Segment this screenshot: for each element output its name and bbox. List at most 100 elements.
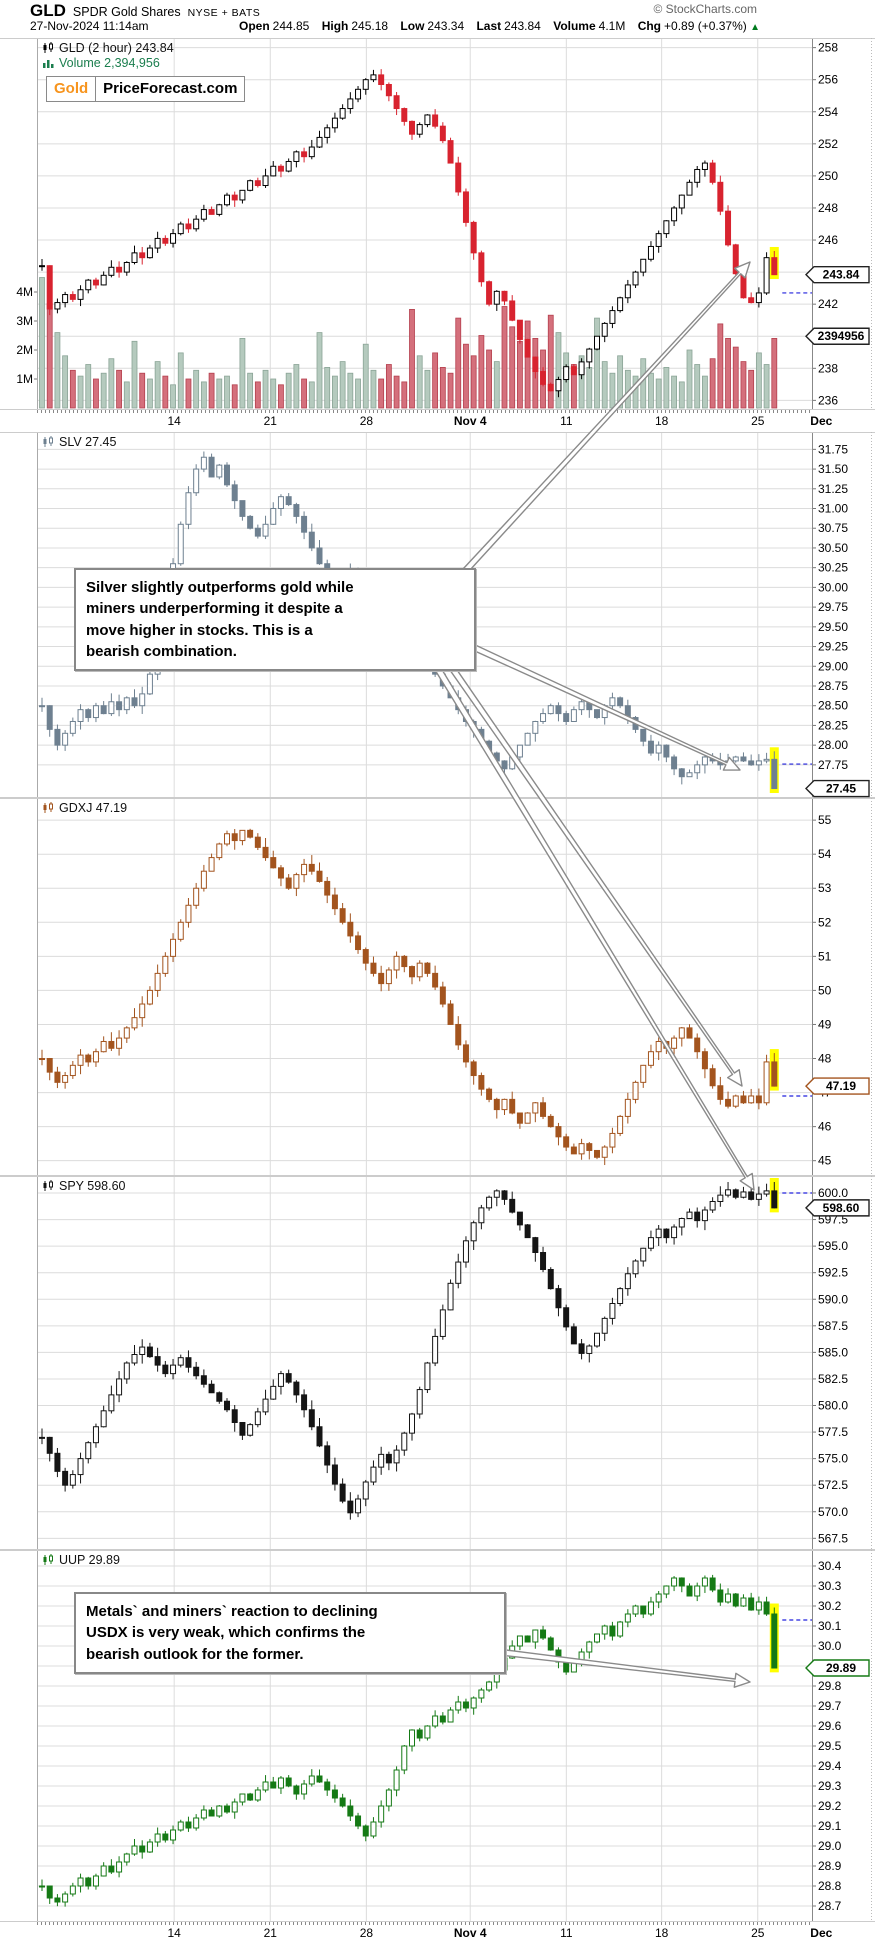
candlestick-chart-type-icon <box>43 1179 53 1191</box>
y-tick-label: 49 <box>818 1017 832 1031</box>
y-tick-label: 567.5 <box>818 1531 848 1545</box>
date-tick-label: 28 <box>359 414 374 428</box>
date-tick-label: 18 <box>654 1926 669 1940</box>
y-tick-label: 27.75 <box>818 758 848 772</box>
y-tick-label: 30.4 <box>818 1559 842 1573</box>
datetime: 27-Nov-2024 11:14am <box>30 19 149 33</box>
date-axis-top: 14 21 28 Nov 4 11 18 25 Dec <box>0 410 875 432</box>
gridlines <box>37 1176 812 1550</box>
y-tick-label: 29.4 <box>818 1759 842 1773</box>
y-tick-label: 258 <box>818 41 838 55</box>
y-tick-label: 30.25 <box>818 561 848 575</box>
high-label: High <box>321 19 349 33</box>
y-tick-label: 28.75 <box>818 679 848 693</box>
y-tick-label: 29.75 <box>818 600 848 614</box>
uup-legend-row: UUP 29.89 <box>42 1552 120 1567</box>
y-tick-label: 29.2 <box>818 1799 842 1813</box>
silver-outperforms-annotation: Silver slightly outperforms gold while mi… <box>74 568 476 672</box>
logo-site-text[interactable]: PriceForecast.com <box>96 76 246 102</box>
y-tick-label: 580.0 <box>818 1399 848 1413</box>
axis-price-tag-value: 2394956 <box>818 329 865 343</box>
candlestick-chart-type-icon <box>43 801 53 813</box>
spy-candlestick-chart: 567.5 570.0 572.5 575.0 577.5 580.0 582.5 585.0… <box>0 1176 875 1550</box>
y-tick-label: 29.6 <box>818 1719 842 1733</box>
slv-legend-label: SLV 27.45 <box>59 434 117 449</box>
y-tick-label: 29.5 <box>818 1739 842 1753</box>
chart-header: GLD SPDR Gold Shares NYSE + BATS © Stock… <box>0 0 875 38</box>
y-tick-label: 28.7 <box>818 1899 842 1913</box>
y-tick-label: 31.25 <box>818 482 848 496</box>
y-tick-label: 48 <box>818 1052 832 1066</box>
y-tick-label: 51 <box>818 949 832 963</box>
y-axis-ticks: 567.5 570.0 572.5 575.0 577.5 580.0 582.5 585.0… <box>812 1186 848 1545</box>
axis-price-tag-value: 47.19 <box>826 1079 856 1093</box>
y-tick-label: 29.25 <box>818 640 848 654</box>
axis-price-tag-value: 29.89 <box>826 1661 856 1675</box>
symbol: GLD <box>30 1 66 20</box>
y-tick-label: 577.5 <box>818 1425 848 1439</box>
y-tick-label: 30.3 <box>818 1579 842 1593</box>
y-tick-label: 238 <box>818 361 838 375</box>
date-axis-ruler <box>37 1922 812 1925</box>
annotation-text-line: bearish outlook for the former. <box>86 1645 304 1663</box>
gld-legend-row: GLD (2 hour) 243.84 <box>42 40 174 55</box>
y-tick-label: 30.75 <box>818 521 848 535</box>
volume-tick-label: 3M <box>16 314 33 328</box>
volume-value: 4.1M <box>598 19 626 33</box>
axis-price-tag <box>805 779 870 798</box>
spy-price-panel: 567.5 570.0 572.5 575.0 577.5 580.0 582.5 585.0… <box>0 1176 875 1550</box>
change-label: Chg <box>637 19 662 33</box>
gld-volume-legend-row: Volume 2,394,956 <box>42 55 174 70</box>
annotation-text-line: Silver slightly outperforms gold while <box>86 579 354 596</box>
y-tick-label: 30.1 <box>818 1619 842 1633</box>
spy-legend-label: SPY 598.60 <box>59 1178 126 1193</box>
annotation-text-line: USDX is very weak, which confirms the <box>86 1624 366 1642</box>
date-tick-label: 25 <box>751 414 765 428</box>
gdxj-legend: GDXJ 47.19 <box>42 800 127 815</box>
logo-gold-text[interactable]: Gold <box>46 76 97 102</box>
y-tick-label: 572.5 <box>818 1478 848 1492</box>
volume-label: Volume <box>553 19 596 33</box>
quote-values: Open 244.85 High 245.18 Low 243.34 Last 243.… <box>230 19 760 33</box>
y-tick-label: 590.0 <box>818 1292 848 1306</box>
y-tick-label: 31.00 <box>818 502 848 516</box>
gld-legend: GLD (2 hour) 243.84 Volume 2,394,956 <box>42 40 174 70</box>
goldpriceforecast-logo[interactable]: Gold PriceForecast.com <box>46 76 246 102</box>
annotation-text-line: miners underperforming it despite a <box>86 600 343 618</box>
axis-price-tag <box>805 1659 870 1677</box>
y-tick-label: 31.50 <box>818 462 848 476</box>
y-tick-label: 55 <box>818 813 832 827</box>
date-tick-label: 11 <box>560 1926 573 1940</box>
date-tick-label: 21 <box>263 414 277 428</box>
symbol-title-row: GLD SPDR Gold Shares NYSE + BATS <box>30 1 260 21</box>
date-tick-label: Dec <box>810 1926 833 1940</box>
open-value: 244.85 <box>272 19 310 33</box>
y-tick-label: 54 <box>818 847 832 861</box>
y-tick-label: 592.5 <box>818 1266 848 1280</box>
y-tick-label: 256 <box>818 73 838 87</box>
date-tick-label: 14 <box>167 414 181 428</box>
y-tick-label: 29.00 <box>818 659 848 673</box>
volume-tick-label: 4M <box>16 285 33 299</box>
y-tick-label: 30.00 <box>818 580 848 594</box>
axis-price-tag-value: 598.60 <box>823 1201 860 1215</box>
candles <box>39 69 778 398</box>
y-tick-label: 46 <box>818 1120 832 1134</box>
spy-legend: SPY 598.60 <box>42 1178 126 1193</box>
annotation-text-line: Metals` and miners` reaction to declinin… <box>86 1603 378 1620</box>
y-tick-label: 570.0 <box>818 1505 848 1519</box>
y-axis-ticks: 27.75 28.00 28.25 28.50 28.75 29.00 29.25 29.50… <box>812 442 848 772</box>
security-name: SPDR Gold Shares <box>72 5 181 19</box>
y-tick-label: 30.2 <box>818 1599 842 1613</box>
axis-price-tag <box>805 1199 870 1217</box>
y-tick-label: 582.5 <box>818 1372 848 1386</box>
y-tick-label: 31.75 <box>818 442 848 456</box>
candlestick-chart-type-icon <box>43 41 53 53</box>
date-tick-label: 21 <box>263 1926 277 1940</box>
uup-legend-label: UUP 29.89 <box>59 1552 120 1567</box>
change-up-arrow-icon: ▲ <box>750 22 760 33</box>
y-tick-label: 242 <box>818 297 838 311</box>
y-tick-label: 53 <box>818 881 832 895</box>
usdx-reaction-annotation: Metals` and miners` reaction to declinin… <box>74 1592 506 1674</box>
y-axis-ticks: 28.7 28.8 28.9 29.0 29.1 29.2 29.3 29.4 29.5 29.6… <box>812 1559 842 1913</box>
